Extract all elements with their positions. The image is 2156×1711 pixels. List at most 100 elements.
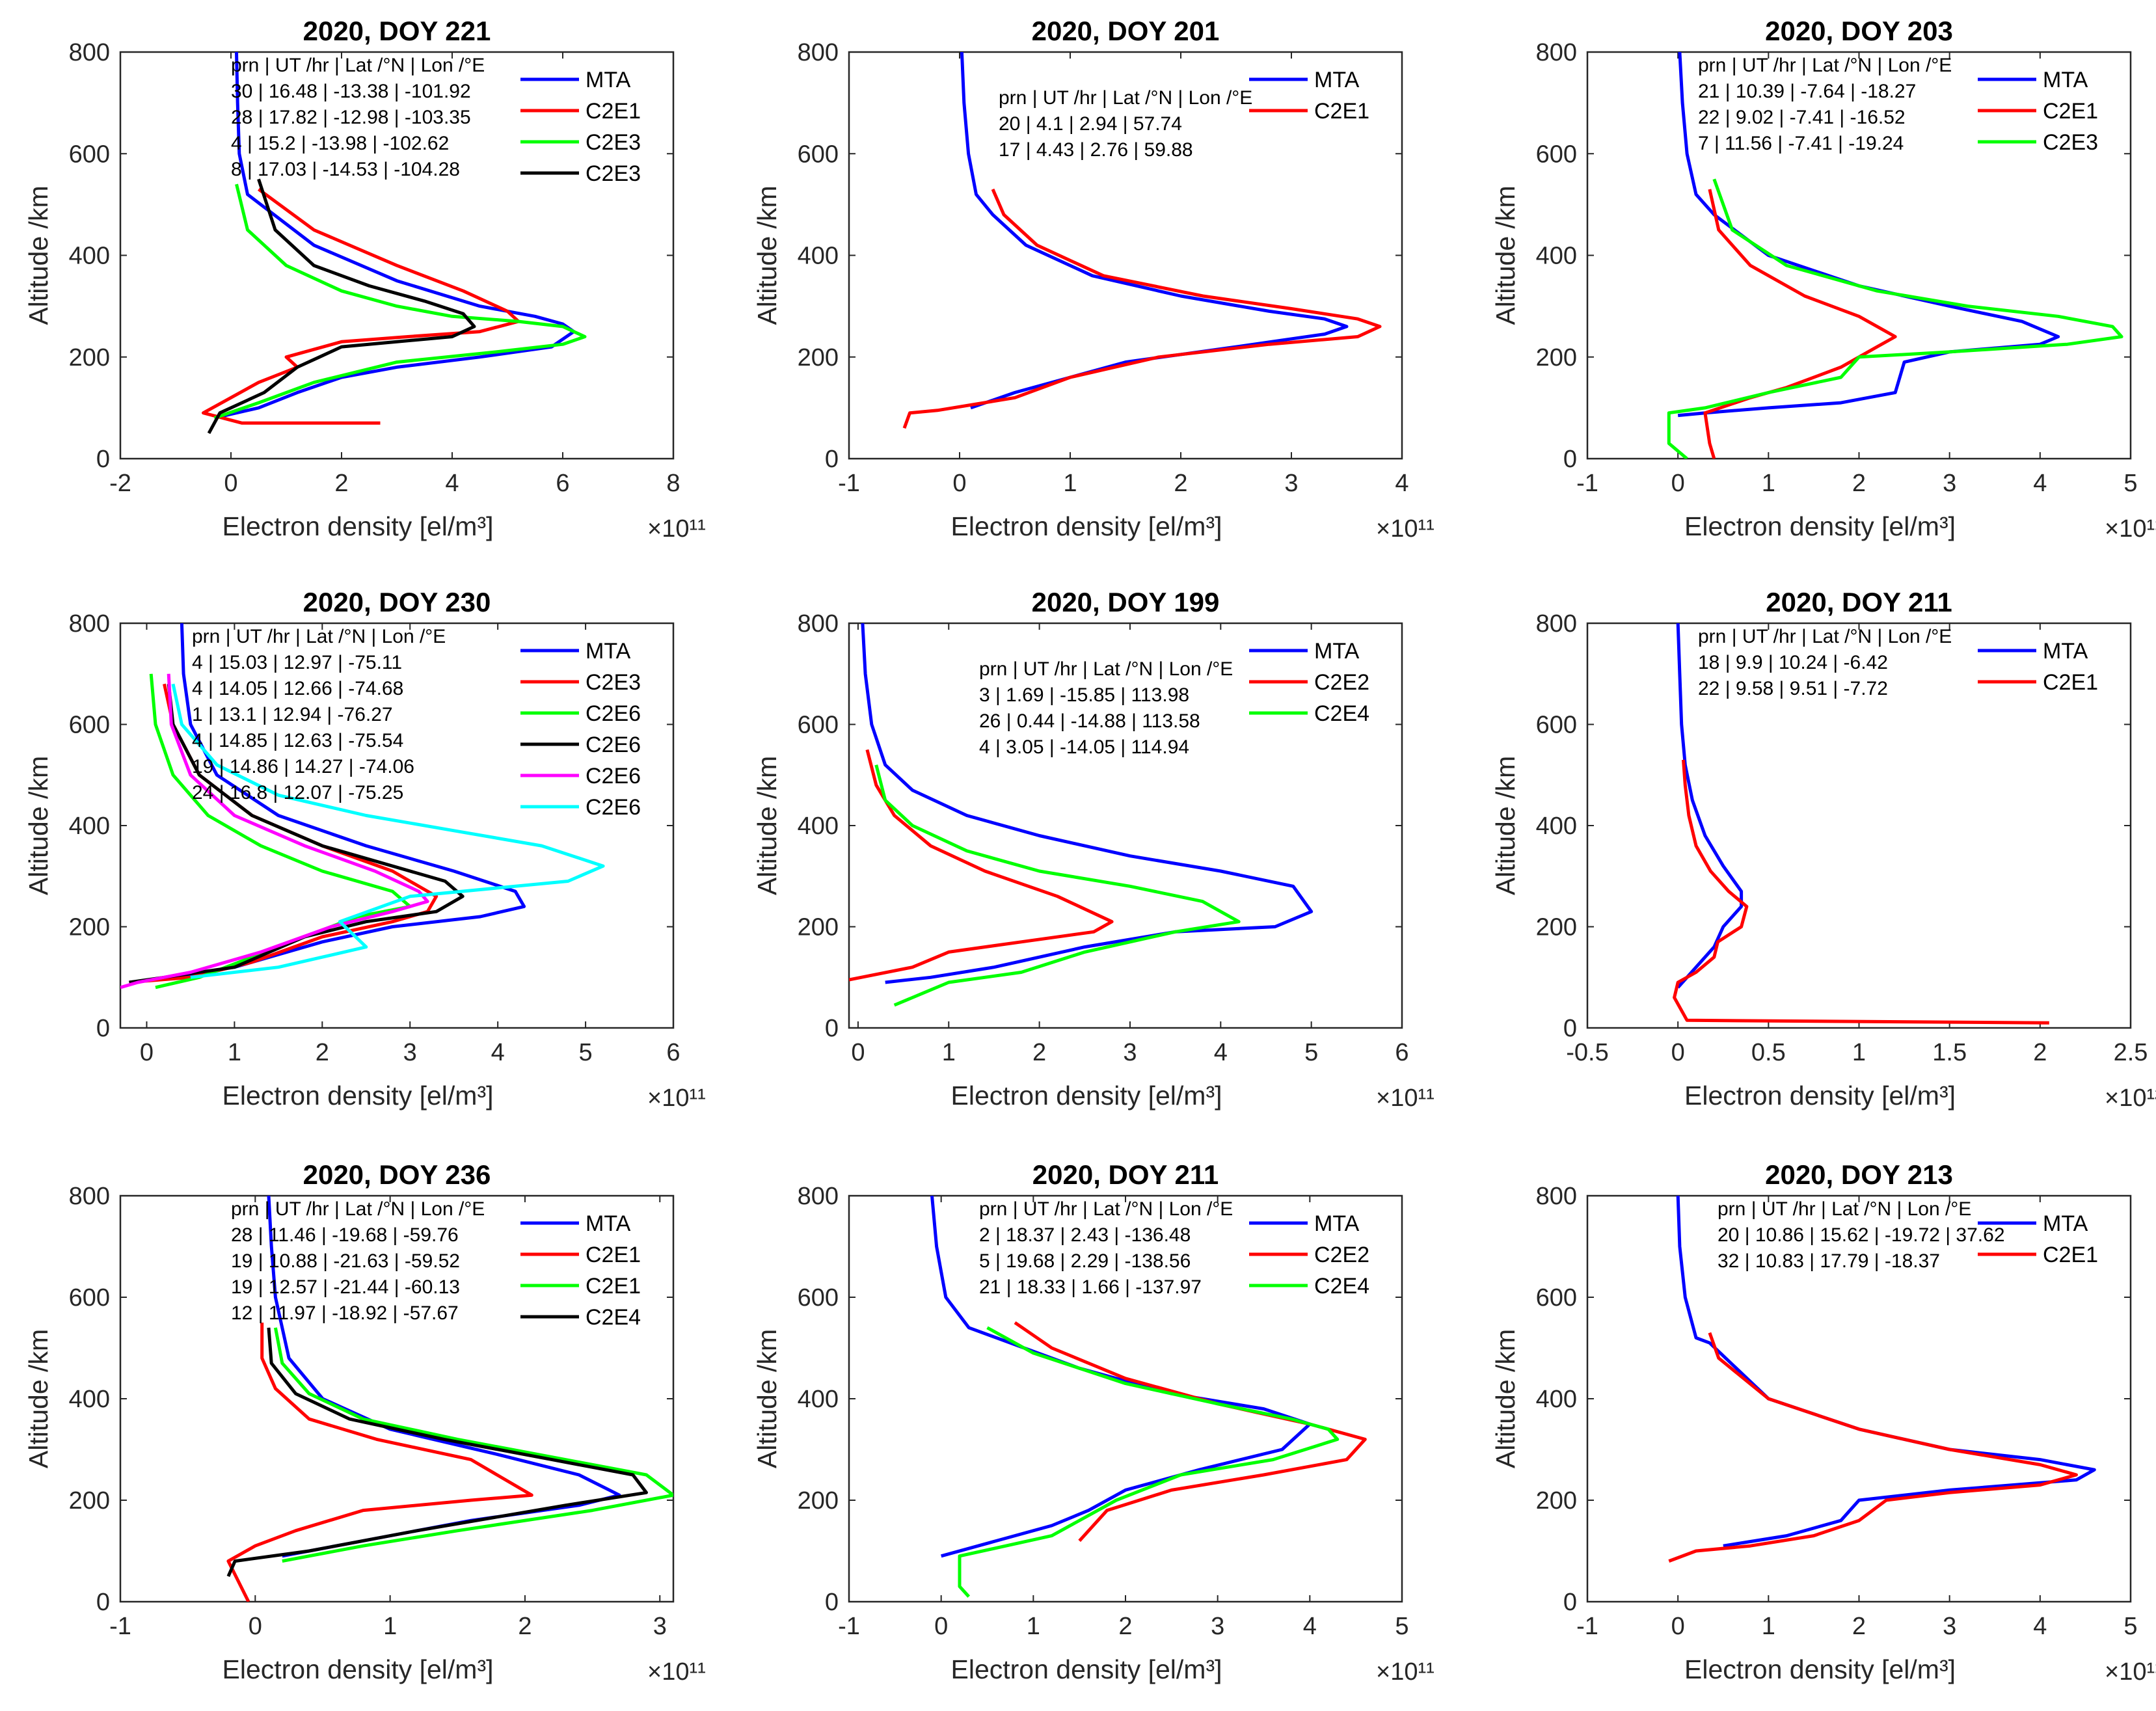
chart-panel-5: 0 1 2 3 4 5 6 0 200 400 600 800 2020, DOY 199 Electro… — [752, 587, 1435, 1112]
x-axis-label: Electron density [el/m³] — [222, 1654, 494, 1684]
y-tick-label: 600 — [1536, 1284, 1577, 1312]
chart-title: 2020, DOY 221 — [303, 16, 491, 46]
y-tick-label: 400 — [1536, 243, 1577, 270]
legend-label: C2E3 — [2043, 130, 2098, 155]
series-line-c2e1 — [226, 1323, 533, 1602]
info-row: 1 | 13.1 | 12.94 | -76.27 — [192, 704, 393, 725]
legend-label: C2E1 — [2043, 670, 2098, 695]
axes-frame — [848, 622, 1403, 1029]
info-header: prn | UT /hr | Lat /°N | Lon /°E — [231, 55, 485, 76]
x-tick-label: 6 — [666, 1039, 680, 1066]
series-group — [902, 52, 1382, 429]
info-row: 21 | 18.33 | 1.66 | -137.97 — [979, 1276, 1202, 1298]
x-axis-label: Electron density [el/m³] — [1684, 511, 1956, 541]
x-tick-label: 1 — [1027, 1613, 1040, 1640]
x-tick-label: 1 — [228, 1039, 241, 1066]
y-tick-label: 600 — [798, 1284, 839, 1312]
legend-label: MTA — [586, 639, 631, 664]
series-line-c2e2 — [849, 749, 1114, 982]
x-tick-label: 0 — [1671, 470, 1685, 497]
series-line-c2e1 — [1673, 759, 2049, 1025]
x-tick-label: 0.5 — [1751, 1039, 1786, 1066]
axes-frame — [1586, 1194, 2132, 1603]
x-tick-label: 5 — [2123, 1613, 2137, 1640]
x-tick-label: -1 — [1576, 470, 1598, 497]
legend-label: C2E6 — [586, 764, 641, 788]
info-header: prn | UT /hr | Lat /°N | Lon /°E — [979, 658, 1233, 680]
x-tick-label: 3 — [653, 1613, 667, 1640]
x-tick-label: 6 — [1395, 1039, 1408, 1066]
y-tick-label: 400 — [798, 1386, 839, 1413]
legend-label: C2E4 — [586, 1305, 641, 1330]
y-tick-label: 0 — [1563, 1589, 1577, 1616]
x-tick-label: 2 — [1174, 470, 1187, 497]
series-group — [1668, 1196, 2096, 1563]
x-tick-label: 4 — [491, 1039, 505, 1066]
info-row: 22 | 9.58 | 9.51 | -7.72 — [1698, 678, 1888, 699]
x-tick-label: 0 — [1671, 1039, 1685, 1066]
series-group — [1673, 623, 2049, 1025]
x-tick-label: 0 — [224, 470, 237, 497]
y-tick-label: 0 — [96, 1589, 110, 1616]
info-row: 28 | 17.82 | -12.98 | -103.35 — [231, 107, 471, 128]
x-tick-label: 0 — [249, 1613, 262, 1640]
series-line-c2e6 — [171, 683, 605, 979]
y-tick-label: 200 — [798, 344, 839, 371]
x-tick-label: 0 — [851, 1039, 865, 1066]
y-tick-label: 800 — [798, 39, 839, 66]
series-line-c2e6 — [129, 684, 465, 984]
x-tick-label: 4 — [1214, 1039, 1228, 1066]
chart-title: 2020, DOY 213 — [1765, 1159, 1953, 1190]
legend-label: C2E4 — [1314, 701, 1369, 726]
series-line-c2e1 — [902, 188, 1382, 429]
y-tick-label: 800 — [1536, 39, 1577, 66]
x-tick-label: -2 — [109, 470, 131, 497]
x-tick-label: 0 — [140, 1039, 154, 1066]
y-tick-label: 0 — [825, 446, 839, 473]
y-axis-label: Altitude /km — [1490, 1329, 1520, 1468]
legend-label: MTA — [1314, 68, 1360, 92]
legend-label: C2E1 — [586, 1274, 641, 1299]
legend-label: MTA — [2043, 1211, 2088, 1236]
y-axis-label: Altitude /km — [23, 1329, 53, 1468]
info-row: 4 | 15.2 | -13.98 | -102.62 — [231, 133, 449, 154]
x-tick-label: 0 — [1671, 1613, 1685, 1640]
y-axis-label: Altitude /km — [752, 185, 782, 325]
info-row: 4 | 14.05 | 12.66 | -74.68 — [192, 678, 403, 699]
chart-title: 2020, DOY 211 — [1032, 1159, 1219, 1190]
series-line-c2e1 — [1703, 189, 1897, 459]
y-tick-label: 0 — [1563, 1015, 1577, 1042]
legend-label: C2E1 — [586, 99, 641, 124]
y-tick-label: 200 — [1536, 344, 1577, 371]
y-tick-label: 400 — [69, 813, 110, 840]
y-tick-label: 600 — [69, 712, 110, 739]
x-tick-label: 3 — [1211, 1613, 1224, 1640]
y-tick-label: 800 — [69, 610, 110, 638]
series-line-c2e3 — [1667, 178, 2123, 459]
x-tick-label: 1 — [1063, 470, 1077, 497]
info-row: 19 | 10.88 | -21.63 | -59.52 — [231, 1250, 460, 1272]
info-row: 8 | 17.03 | -14.53 | -104.28 — [231, 159, 460, 180]
x-tick-label: 3 — [1943, 1613, 1956, 1640]
info-row: 4 | 15.03 | 12.97 | -75.11 — [192, 652, 402, 673]
y-tick-label: 400 — [69, 243, 110, 270]
y-tick-label: 0 — [825, 1589, 839, 1616]
x-tick-label: -1 — [838, 1613, 860, 1640]
x-axis-label: Electron density [el/m³] — [1684, 1081, 1956, 1111]
chart-title: 2020, DOY 201 — [1032, 16, 1220, 46]
x-tick-label: 2 — [334, 470, 348, 497]
series-line-mta — [1676, 623, 1744, 989]
x-axis-label: Electron density [el/m³] — [951, 511, 1222, 541]
x-tick-label: 0 — [934, 1613, 948, 1640]
axes-frame — [119, 51, 675, 460]
legend-label: C2E3 — [586, 670, 641, 695]
x-tick-label: 4 — [1395, 470, 1408, 497]
info-header: prn | UT /hr | Lat /°N | Lon /°E — [999, 87, 1252, 109]
x-exponent: ×10¹¹ — [2105, 515, 2156, 543]
y-tick-label: 0 — [1563, 446, 1577, 473]
series-group — [1667, 52, 2123, 459]
series-line-c2e1 — [202, 187, 520, 425]
